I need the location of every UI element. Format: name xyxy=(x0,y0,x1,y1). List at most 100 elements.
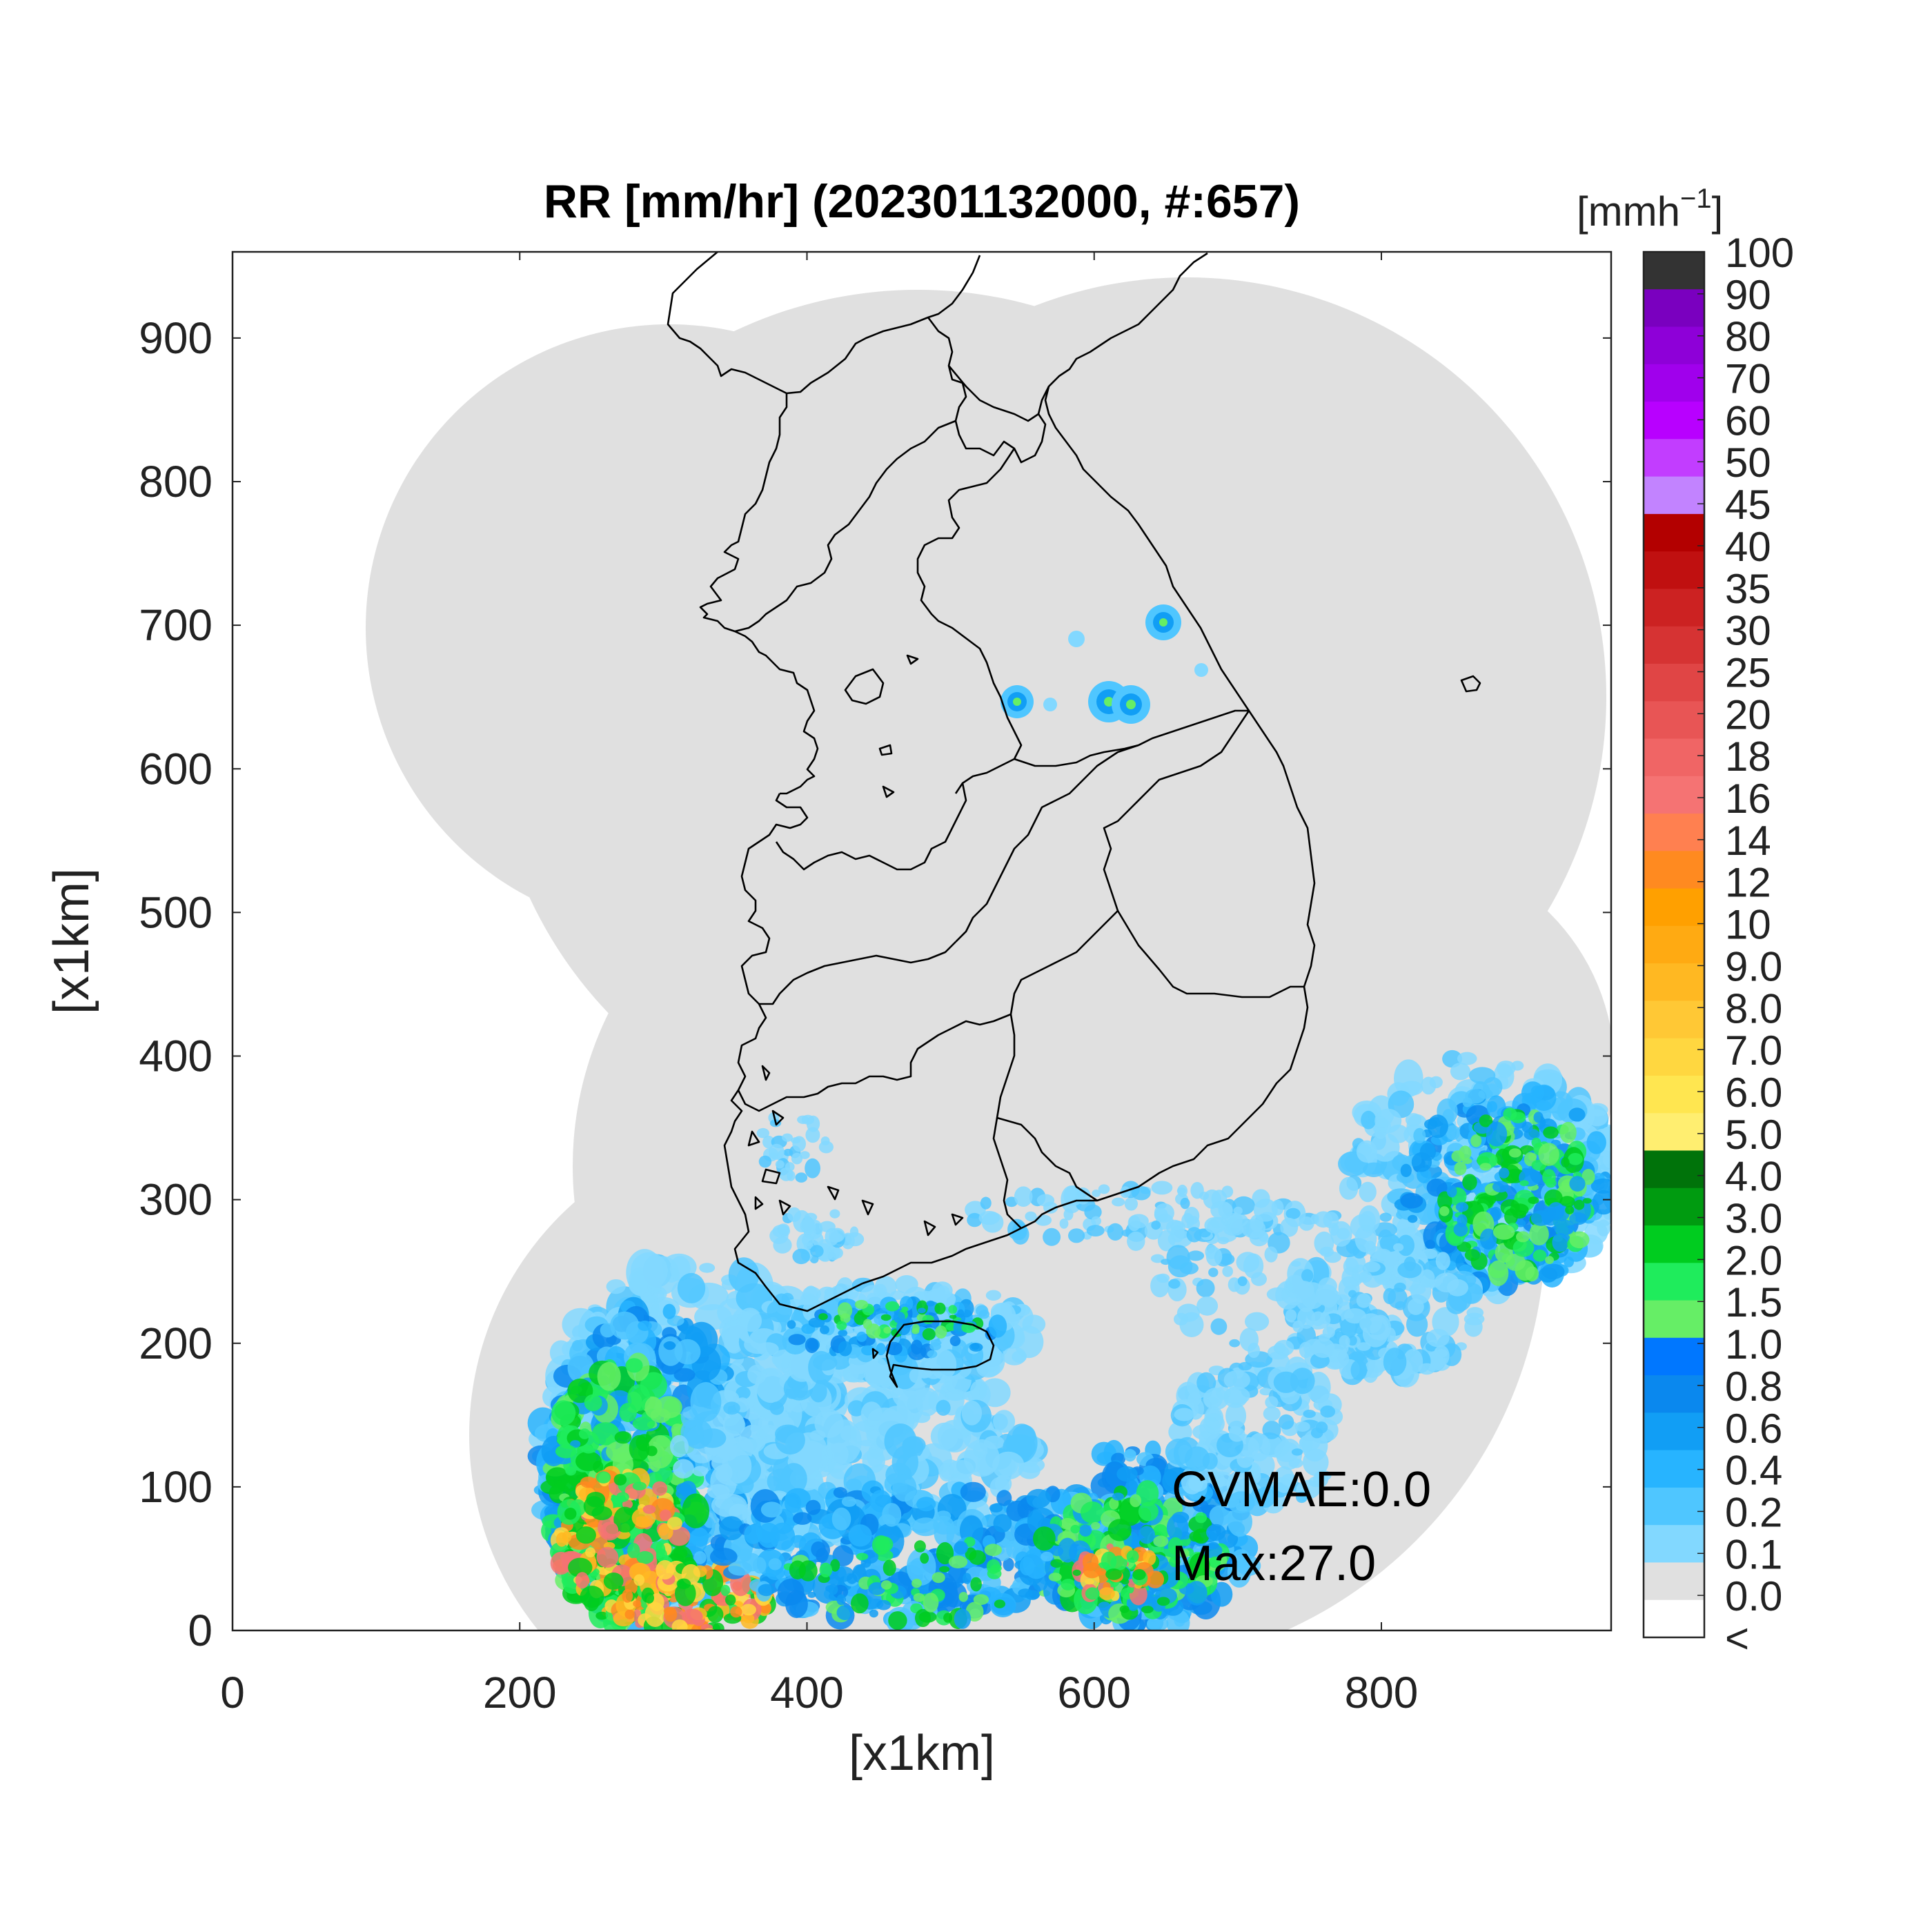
precip-cell xyxy=(1128,1214,1149,1228)
precip-cell xyxy=(869,1609,878,1618)
precip-cell xyxy=(1403,1348,1423,1374)
precip-cell xyxy=(1350,1359,1368,1381)
precip-cell xyxy=(1138,1526,1155,1544)
precip-cell xyxy=(882,1503,902,1527)
precip-cell xyxy=(911,1579,922,1588)
y-axis-label: [x1km] xyxy=(44,868,99,1014)
precip-cell xyxy=(679,1481,697,1498)
precip-cell xyxy=(791,1137,801,1144)
colorbar-swatch xyxy=(1644,925,1704,964)
korea-boundaries xyxy=(667,252,1481,1388)
precip-cell xyxy=(1468,1067,1496,1084)
precip-cell xyxy=(1590,1178,1611,1194)
precip-cell xyxy=(1075,1187,1091,1205)
precip-cell xyxy=(791,1152,803,1165)
precip-cell xyxy=(1337,1228,1350,1240)
precip-cell xyxy=(1512,1239,1535,1257)
precip-cell xyxy=(1516,1231,1530,1243)
precip-cell xyxy=(914,1540,926,1552)
precip-cell xyxy=(1413,1127,1426,1143)
precip-cell xyxy=(1167,1537,1183,1555)
precip-cell xyxy=(929,1342,941,1351)
colorbar-label: 0.1 xyxy=(1725,1531,1782,1577)
precip-cell xyxy=(1237,1276,1248,1287)
precip-cell xyxy=(1205,1247,1223,1266)
colorbar-swatch xyxy=(1644,1525,1704,1564)
precip-cell xyxy=(1314,1231,1334,1255)
x-tick-label: 400 xyxy=(770,1668,844,1717)
precip-cell xyxy=(644,1602,666,1627)
colorbar-swatch xyxy=(1644,1562,1704,1601)
colorbar-label: 6.0 xyxy=(1725,1070,1782,1116)
precip-cell xyxy=(1262,1420,1281,1439)
precip-cell xyxy=(627,1384,651,1411)
precip-cell xyxy=(1124,1450,1136,1459)
precip-cell xyxy=(596,1471,611,1483)
precip-cell xyxy=(1209,1556,1221,1568)
precip-cell xyxy=(922,1314,934,1325)
precip-cell xyxy=(1189,1531,1201,1542)
y-tick-label: 400 xyxy=(139,1032,213,1081)
precip-cell xyxy=(1167,1230,1193,1248)
precip-cell xyxy=(829,1209,840,1219)
precip-cell xyxy=(960,1481,986,1502)
precip-cell xyxy=(973,1594,989,1605)
precip-cell xyxy=(1291,1448,1303,1456)
precip-cell xyxy=(1529,1223,1549,1245)
precip-cell xyxy=(760,1603,771,1614)
precip-cell xyxy=(555,1444,577,1459)
colorbar-label: 5.0 xyxy=(1725,1112,1782,1158)
precip-cell xyxy=(1328,1223,1339,1236)
precip-cell xyxy=(1427,1114,1448,1138)
precip-cell xyxy=(948,1459,974,1479)
precip-cell xyxy=(1143,1550,1156,1566)
colorbar-swatch xyxy=(1644,1187,1704,1226)
precip-cell xyxy=(1126,1550,1139,1564)
plot-title: RR [mm/hr] (202301132000, #:657) xyxy=(544,175,1300,228)
precip-cell xyxy=(860,1401,883,1427)
precip-cell xyxy=(841,1496,857,1507)
precip-cell xyxy=(1033,1526,1056,1551)
precip-cell xyxy=(610,1311,640,1340)
precip-cell xyxy=(1435,1252,1450,1270)
colorbar-swatch xyxy=(1644,1075,1704,1114)
precip-cell xyxy=(1238,1361,1252,1371)
colorbar-label: 0.2 xyxy=(1725,1489,1782,1535)
colorbar-swatch xyxy=(1644,1300,1704,1339)
precip-cell xyxy=(883,1559,896,1576)
colorbar-swatch xyxy=(1644,1450,1704,1488)
precip-cell xyxy=(1359,1181,1377,1203)
precip-cell xyxy=(847,1573,858,1584)
precip-cell xyxy=(1278,1414,1294,1430)
precip-cell xyxy=(1091,1216,1101,1226)
precip-cell xyxy=(1521,1121,1533,1133)
precip-cell xyxy=(677,1272,706,1303)
precip-cell xyxy=(1112,1492,1124,1501)
precip-cell xyxy=(866,1323,881,1339)
jeju-island xyxy=(885,1320,995,1388)
colorbar-swatch xyxy=(1644,701,1704,740)
precip-cell xyxy=(801,1234,814,1247)
precip-cell xyxy=(888,1611,907,1630)
y-tick-label: 700 xyxy=(139,600,213,650)
precip-cell xyxy=(1168,1279,1181,1289)
max-annotation: Max:27.0 xyxy=(1172,1536,1376,1591)
precip-cell xyxy=(1421,1248,1438,1259)
precip-cell xyxy=(1265,1396,1279,1409)
precip-cell xyxy=(923,1593,939,1613)
precip-cell xyxy=(1303,1410,1316,1418)
precip-cell xyxy=(1370,1132,1400,1162)
colorbar-label: 70 xyxy=(1725,356,1771,402)
precip-cell xyxy=(744,1524,762,1544)
precip-cell xyxy=(1201,1543,1223,1559)
precip-cell xyxy=(1147,1616,1169,1630)
precip-cell xyxy=(769,1401,785,1415)
precip-cell xyxy=(1059,1219,1069,1229)
x-axis-label: [x1km] xyxy=(849,1726,995,1781)
precip-cell xyxy=(768,1143,785,1160)
precip-cell xyxy=(1223,1223,1244,1236)
y-tick-label: 500 xyxy=(139,887,213,937)
precip-cell xyxy=(1274,1441,1299,1462)
precip-cell xyxy=(788,1334,806,1346)
precip-cell xyxy=(873,1303,881,1312)
